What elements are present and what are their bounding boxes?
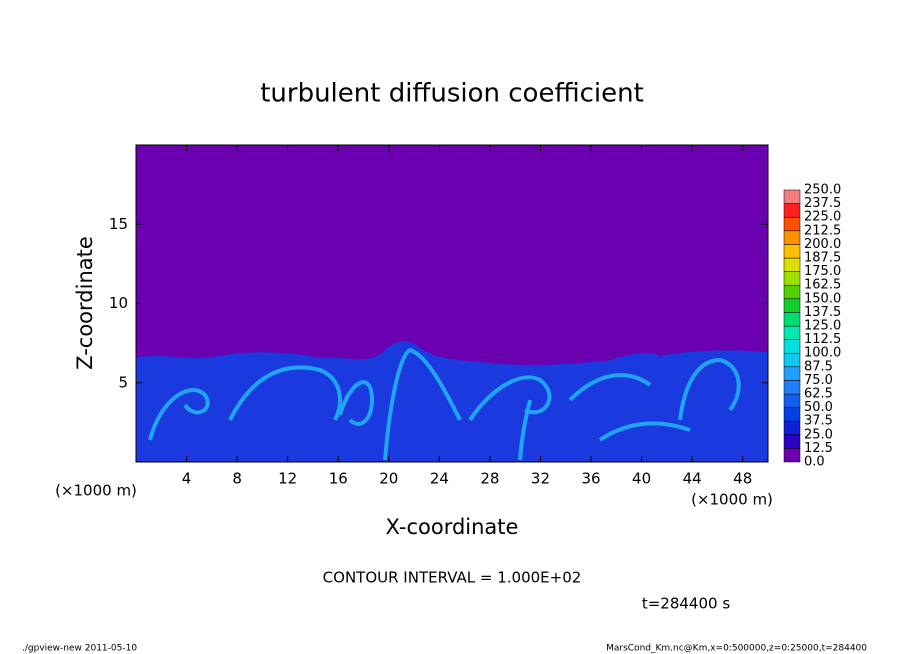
colorbar-label: 25.0 (804, 427, 833, 442)
colorbar-swatch (783, 393, 801, 408)
colorbar-label: 75.0 (804, 373, 833, 388)
colorbar-swatch (783, 203, 801, 218)
colorbar-swatch (783, 339, 801, 354)
colorbar-swatch (783, 298, 801, 313)
x-tick-label: 40 (632, 470, 651, 488)
x-tick-label: 8 (232, 470, 242, 488)
colorbar-swatch (783, 420, 801, 436)
colorbar-label: 250.0 (804, 183, 841, 198)
colorbar-swatch (783, 257, 801, 272)
colorbar-swatch (783, 244, 801, 259)
colorbar-swatch (783, 448, 801, 463)
colorbar-label: 150.0 (804, 291, 841, 306)
swirls (148, 347, 741, 461)
colorbar-swatch (783, 284, 801, 300)
footer-left: ./gpview-new 2011-05-10 (22, 644, 137, 654)
colorbar-swatch (783, 271, 801, 286)
footer-right: MarsCond_Km.nc@Km,x=0:500000,z=0:25000,t… (606, 644, 867, 654)
time-label: t=284400 s (642, 595, 730, 613)
x-tick-label: 44 (683, 470, 702, 488)
colorbar-swatch (783, 366, 801, 381)
chart-title: turbulent diffusion coefficient (260, 79, 644, 109)
x-tick-label: 20 (379, 470, 398, 488)
colorbar-label: 62.5 (804, 387, 833, 402)
colorbar-label: 87.5 (804, 359, 833, 374)
colorbar-label: 112.5 (804, 332, 841, 347)
colorbar-label: 200.0 (804, 237, 841, 252)
colorbar-label: 175.0 (804, 264, 841, 279)
x-tick-label: 16 (329, 470, 348, 488)
y-tick-label: 5 (118, 373, 128, 391)
colorbar-swatch (783, 216, 801, 232)
y-tick-label: 15 (109, 215, 128, 233)
x-tick-label: 24 (430, 470, 449, 488)
field (136, 145, 768, 462)
colorbar-label: 125.0 (804, 319, 841, 334)
colorbar-swatch (783, 380, 801, 395)
colorbar-swatch (783, 312, 801, 327)
colorbar-label: 237.5 (804, 196, 841, 211)
colorbar-label: 137.5 (804, 305, 841, 320)
colorbar-label: 37.5 (804, 414, 833, 429)
x-tick-label: 12 (278, 470, 297, 488)
colorbar-swatch (783, 325, 801, 340)
x-tick-label: 28 (480, 470, 499, 488)
colorbar-swatch (783, 407, 801, 422)
colorbar-swatch (783, 230, 801, 245)
colorbar-label: 50.0 (804, 400, 833, 415)
y-tick-label: 10 (109, 294, 128, 312)
y-unit-label: (×1000 m) (55, 482, 137, 500)
colorbar-label: 225.0 (804, 210, 841, 225)
x-tick-label: 32 (531, 470, 550, 488)
contour-interval: CONTOUR INTERVAL = 1.000E+02 (323, 569, 582, 587)
x-unit-label: (×1000 m) (691, 491, 773, 509)
x-tick-label: 4 (182, 470, 192, 488)
colorbar-label: 0.0 (804, 455, 825, 470)
colorbar-label: 162.5 (804, 278, 841, 293)
colorbar-swatch (783, 189, 801, 204)
colorbar-swatch (783, 434, 801, 449)
colorbar-label: 12.5 (804, 441, 833, 456)
colorbar-label: 100.0 (804, 346, 841, 361)
x-tick-label: 48 (733, 470, 752, 488)
x-axis-label: X-coordinate (386, 515, 519, 539)
colorbar-label: 212.5 (804, 223, 841, 238)
y-axis-label: Z-coordinate (73, 236, 97, 370)
x-tick-label: 36 (581, 470, 600, 488)
colorbar-label: 187.5 (804, 251, 841, 266)
colorbar-swatch (783, 352, 801, 368)
